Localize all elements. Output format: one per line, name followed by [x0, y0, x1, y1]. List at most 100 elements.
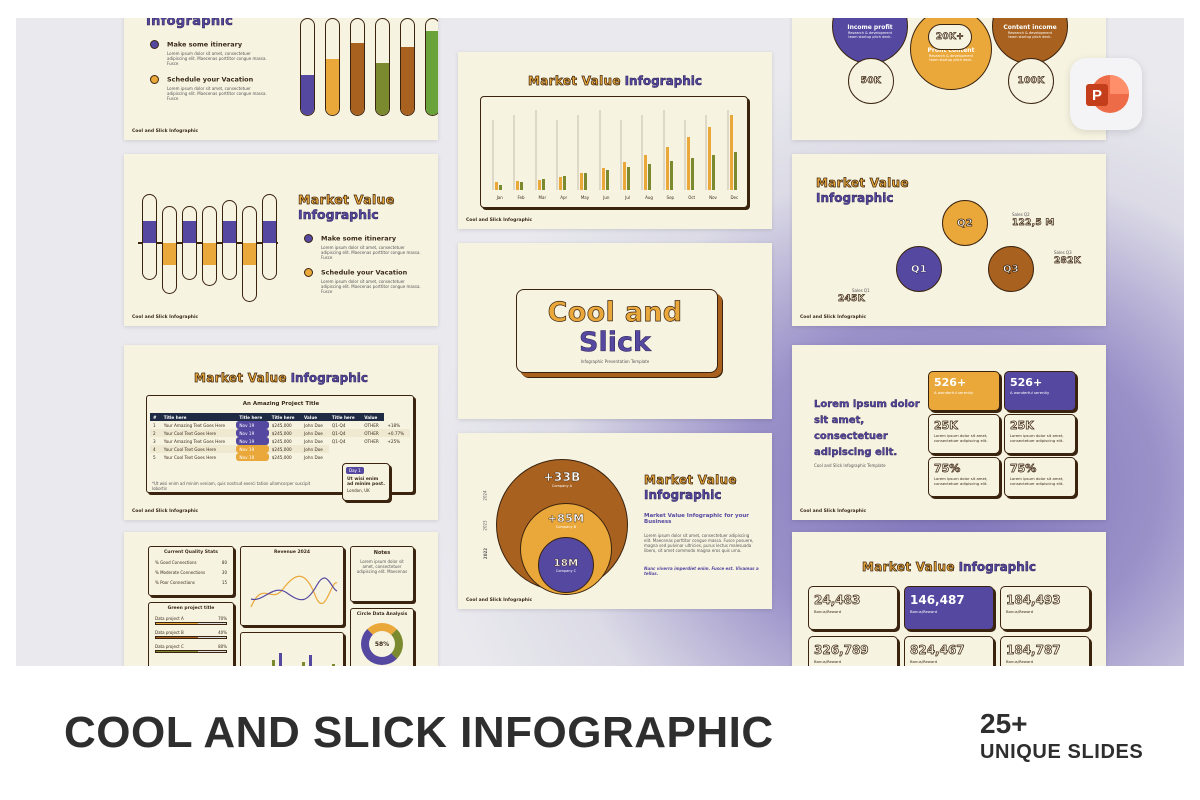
- project-bar: [155, 636, 227, 639]
- text: Lorem ipsum dolor sit amet, consectetuer…: [167, 51, 267, 66]
- project-label: Data project A: [155, 616, 184, 621]
- table-cell: John Doe: [304, 430, 323, 436]
- text: Make some itinerary: [167, 40, 243, 49]
- text: Cool and: [547, 297, 683, 328]
- card-value: 526+: [1010, 376, 1043, 389]
- card-text: Lorem ipsum dolor sit amet, consectetuer…: [934, 476, 988, 486]
- shape: Market Value Infographic: [124, 371, 438, 386]
- text: 20K+: [935, 32, 965, 43]
- text: Make some itinerary: [321, 234, 397, 243]
- text: 2023: [482, 520, 488, 531]
- bar: [541, 179, 545, 190]
- card-text: Lorem ipsum dolor sit amet, consectetuer…: [1010, 476, 1064, 486]
- stat-card: 25K Lorem ipsum dolor sit amet, consectet…: [928, 414, 1000, 454]
- shape: 18M Company C: [538, 537, 594, 593]
- month-label: May: [580, 195, 590, 200]
- shape: Schedule your Vacation: [150, 75, 253, 84]
- text: Lorem ipsum dolor sit amet, consectetuer…: [167, 86, 267, 101]
- text: Profit content: [927, 46, 975, 54]
- text: Market Value: [644, 473, 737, 488]
- text: Market Value Infographic for your Busine…: [644, 513, 749, 525]
- month-label: Nov: [709, 195, 717, 200]
- text: Lorem ipsum dolor sit amet, consectetuer…: [321, 279, 421, 294]
- month-label: Jul: [625, 195, 631, 200]
- table-cell: Nov 19: [236, 429, 269, 437]
- text: +85M: [547, 512, 585, 525]
- slide: Income profit Research & development tea…: [792, 18, 1106, 140]
- bar: [733, 152, 737, 190]
- capsule: [182, 206, 197, 280]
- table-row: 5 Your Cool Text Goes Here Nov 19 $245,000 J…: [150, 453, 410, 461]
- number-value: 184,787: [1006, 643, 1061, 658]
- text: Cool and Slick Infographic: [800, 509, 867, 514]
- project-row: Data project C 80%: [155, 644, 227, 649]
- table-row: 4 Your Cool Text Goes Here Nov 19 $245,000 J…: [150, 445, 410, 453]
- card-value: 75%: [1010, 462, 1037, 476]
- text: Schedule your Vacation: [167, 75, 254, 84]
- text: +33B: [543, 470, 581, 484]
- stat-card: 75% Lorem ipsum dolor sit amet, consectet…: [928, 457, 1000, 497]
- header-cell: #: [153, 414, 157, 420]
- number-card: 24,483 Bonus/Reward: [808, 586, 898, 630]
- table-cell: 5: [153, 454, 156, 460]
- shape: 58%: [361, 623, 403, 665]
- span: [304, 268, 313, 277]
- project-row: Data project B 40%: [155, 630, 227, 635]
- shape: 20K+: [928, 24, 972, 50]
- shape: Notes Lorem ipsum dolor sit amet, consec…: [350, 546, 414, 602]
- slide-count-label: UNIQUE SLIDES: [980, 741, 1144, 763]
- text: Circle Data Analysis: [356, 612, 408, 617]
- month-label: Jan: [496, 195, 503, 200]
- card-value: 526+: [934, 376, 967, 389]
- stat-label: % Good Connections: [155, 560, 197, 565]
- capsule-fill: [351, 43, 364, 115]
- bar: [492, 120, 494, 190]
- bar: [705, 115, 708, 190]
- text: 2022: [483, 547, 489, 560]
- table-cell: OTHER: [364, 430, 379, 436]
- shape: % Good Connections 80 % Moderate Connectio…: [149, 560, 233, 585]
- shape: Q2: [942, 200, 988, 246]
- table-cell: $245,000: [271, 446, 292, 452]
- text: Nunc viverra imperdiet enim. Fusce est. …: [644, 566, 759, 576]
- table-header: # Title here Title here Title here Value Titl…: [150, 413, 410, 421]
- table-cell: John Doe: [304, 438, 323, 444]
- month-label: Apr: [560, 195, 568, 200]
- project-bar: [155, 650, 227, 653]
- bar: [598, 110, 601, 190]
- number-value: 824,467: [910, 643, 965, 658]
- bar: [516, 181, 520, 190]
- bar: [691, 158, 694, 190]
- bar: [563, 176, 566, 190]
- capsule: [142, 194, 157, 280]
- text: London, UK: [347, 488, 370, 493]
- capsule: [162, 206, 177, 294]
- text: Current Quality Stats: [164, 550, 218, 555]
- stat-label: % Poor Connections: [155, 580, 195, 585]
- shape: Schedule your Vacation: [304, 268, 407, 277]
- bar: [499, 185, 502, 190]
- text: Cool and Slick Infographic: [466, 598, 533, 603]
- card-value: 75%: [934, 462, 961, 476]
- bar: [684, 120, 686, 190]
- shape: Market Value Infographic: [792, 560, 1106, 575]
- capsule-fill: [326, 59, 339, 115]
- project-label: Data project B: [155, 630, 184, 635]
- table-cell: $245,000: [271, 454, 292, 460]
- text: An Amazing Project Title: [242, 401, 320, 407]
- capsule: [222, 200, 237, 280]
- bar: [644, 155, 648, 190]
- card-text: Lorem ipsum dolor sit amet, consectetuer…: [1010, 433, 1064, 443]
- shape: Revenue 2024: [240, 546, 344, 626]
- card-text: A wonderful serenity: [1010, 390, 1050, 395]
- number-caption: Bonus/Reward: [814, 609, 842, 614]
- text: *Ut wisi enim ad minim veniam, quis nost…: [152, 481, 311, 491]
- table-cell: 4: [153, 446, 156, 452]
- text: Lorem ipsum dolor sit amet, consectetuer…: [814, 399, 920, 458]
- bar: [641, 115, 644, 190]
- capsule-fill: [426, 31, 438, 115]
- project-value: 80%: [218, 644, 227, 649]
- text: Research & development team startup pitc…: [1007, 30, 1053, 39]
- capsule-fill: [163, 243, 176, 265]
- number-value: 326,789: [814, 643, 869, 658]
